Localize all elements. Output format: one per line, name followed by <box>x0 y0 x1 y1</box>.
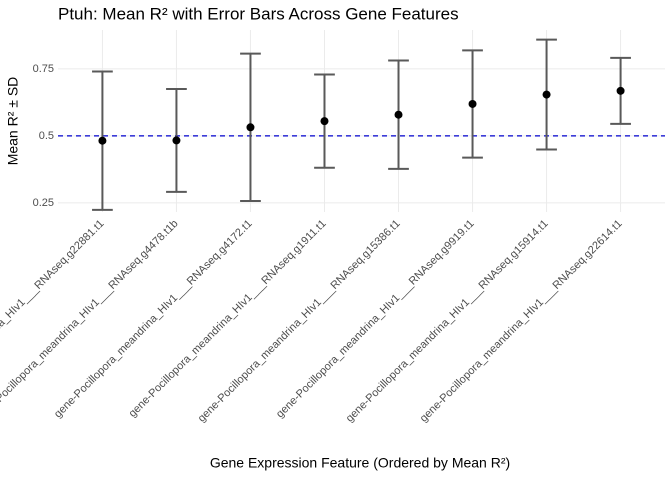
point <box>394 110 403 119</box>
chart-title: Ptuh: Mean R² with Error Bars Across Gen… <box>58 4 459 23</box>
x-axis-label: Gene Expression Feature (Ordered by Mean… <box>210 455 510 471</box>
point <box>172 136 181 145</box>
y-tick-label: 0.5 <box>39 130 54 142</box>
point <box>468 99 477 108</box>
point <box>542 90 551 99</box>
y-tick-label: 0.25 <box>33 197 54 209</box>
x-tick-label: gene-Pocillopora_meandrina_HIv1___RNAseq… <box>0 218 107 425</box>
y-tick-label: 0.75 <box>33 63 54 75</box>
point <box>246 123 255 132</box>
point <box>98 136 107 145</box>
point <box>320 117 329 126</box>
point <box>616 86 625 95</box>
y-axis-label: Mean R² ± SD <box>5 77 21 166</box>
